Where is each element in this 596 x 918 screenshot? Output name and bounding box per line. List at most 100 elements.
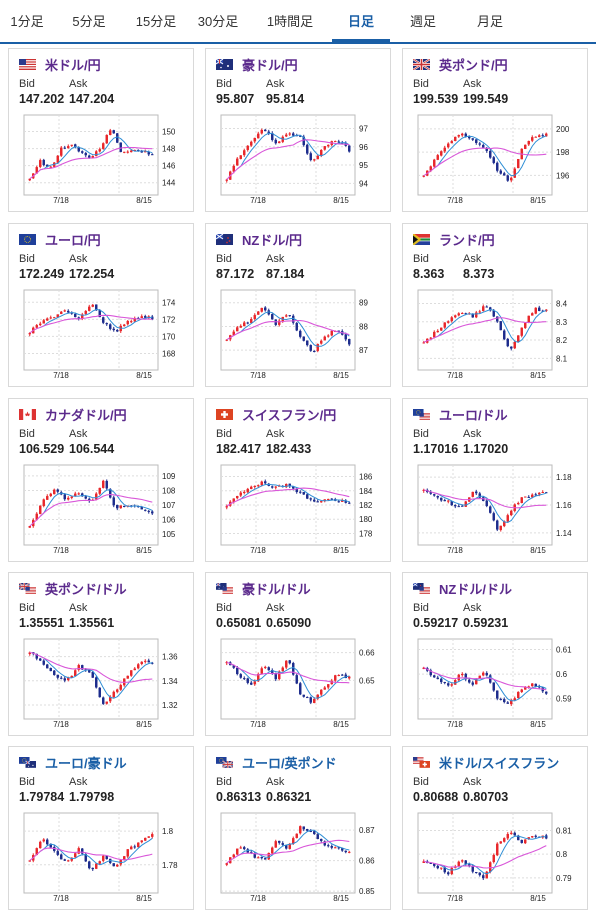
candle-body [225, 863, 228, 865]
pair-link[interactable]: NZドル/ドル [413, 580, 512, 597]
tab-7[interactable]: 月足 [476, 14, 503, 29]
rate-card[interactable]: スイスフラン/円 Bid Ask 182.417 182.433 186 184 182 180… [205, 398, 391, 562]
price-chart[interactable]: 174 172 170 168 7/18 8/15 [19, 282, 189, 382]
pair-link[interactable]: ランド/円 [413, 231, 495, 248]
x-tick-label: 7/18 [447, 196, 463, 205]
candle-body [137, 664, 140, 669]
candle-body [140, 840, 143, 843]
candle-body [534, 494, 537, 496]
pair-name: 米ドル/スイスフラン [439, 755, 560, 771]
rate-card[interactable]: ユーロ/ドル Bid Ask 1.17016 1.17020 1.18 1.16 1.14 7/… [402, 398, 588, 562]
candle-body [299, 330, 302, 337]
ask-label: Ask [266, 253, 285, 265]
rate-card[interactable]: ユーロ/豪ドル Bid Ask 1.79784 1.79798 1.8 1.78 7/18 8/… [8, 746, 194, 910]
price-chart[interactable]: 186 184 182 180 178 7/18 8/15 [216, 457, 386, 557]
tab-3[interactable]: 30分足 [197, 14, 239, 29]
tab-4[interactable]: 1時間足 [266, 14, 314, 29]
rate-card[interactable]: 米ドル/円 Bid Ask 147.202 147.204 150 148 146 144 7/1… [8, 48, 194, 212]
candle-body [464, 313, 467, 315]
pair-link[interactable]: 英ポンド/円 [413, 56, 508, 73]
rate-card[interactable]: ユーロ/円 Bid Ask 172.249 172.254 174 172 170 168 7/1… [8, 223, 194, 387]
candle-body [433, 494, 436, 496]
pair-link[interactable]: ユーロ/豪ドル [19, 754, 127, 771]
candle-body [341, 848, 344, 851]
price-chart[interactable]: 1.36 1.34 1.32 7/18 8/15 [19, 631, 189, 731]
candle-body [295, 322, 298, 331]
candle-body [320, 838, 323, 841]
pair-link[interactable]: 米ドル/円 [19, 56, 101, 73]
candle-body [35, 167, 38, 174]
candle-body [464, 860, 467, 864]
candle-body [436, 155, 439, 160]
price-chart[interactable]: 0.61 0.6 0.59 7/18 8/15 [413, 631, 583, 731]
candle-body [63, 494, 66, 500]
price-chart[interactable]: 0.81 0.8 0.79 7/18 8/15 [413, 805, 583, 905]
candle-body [225, 339, 228, 341]
candle-body [334, 141, 337, 143]
rate-card[interactable]: 英ポンド/ドル Bid Ask 1.35551 1.35561 1.36 1.34 1.32 7… [8, 572, 194, 736]
ma-short-line [40, 136, 153, 171]
price-chart[interactable]: 150 148 146 144 7/18 8/15 [19, 107, 189, 207]
tab-1[interactable]: 5分足 [72, 14, 106, 29]
pair-link[interactable]: 豪ドル/ドル [216, 580, 311, 597]
candle-body [454, 505, 457, 507]
pair-link[interactable]: スイスフラン/円 [216, 406, 336, 423]
price-chart[interactable]: 89 88 87 7/18 8/15 [216, 282, 386, 382]
ask-label: Ask [463, 428, 482, 440]
price-chart[interactable]: 1.18 1.16 1.14 7/18 8/15 [413, 457, 583, 557]
pair-link[interactable]: ユーロ/英ポンド [216, 754, 337, 771]
price-chart[interactable]: 1.8 1.78 7/18 8/15 [19, 805, 189, 905]
tab-5[interactable]: 日足 [332, 0, 390, 42]
ask-label: Ask [463, 78, 482, 90]
price-chart[interactable]: 8.4 8.3 8.2 8.1 7/18 8/15 [413, 282, 583, 382]
price-chart[interactable]: 109 108 107 106 105 7/18 8/15 [19, 457, 189, 557]
candle-body [341, 674, 344, 676]
price-chart[interactable]: 97 96 95 94 7/18 8/15 [216, 107, 386, 207]
candle-body [302, 694, 305, 697]
rate-card[interactable]: ランド/円 Bid Ask 8.363 8.373 8.4 8.3 8.2 8.1 7/18 8/1… [402, 223, 588, 387]
tab-2[interactable]: 15分足 [135, 14, 177, 29]
pair-link[interactable]: カナダドル/円 [19, 406, 127, 423]
price-chart[interactable]: 0.66 0.65 7/18 8/15 [216, 631, 386, 731]
candle-body [63, 310, 66, 312]
rate-card[interactable]: 豪ドル/ドル Bid Ask 0.65081 0.65090 0.66 0.65 7/18 8/… [205, 572, 391, 736]
tab-6[interactable]: 週足 [409, 14, 436, 29]
ask-value: 147.204 [69, 92, 115, 106]
candle-body [278, 840, 281, 843]
candle-body [457, 313, 460, 316]
rate-card[interactable]: 米ドル/スイスフラン Bid Ask 0.80688 0.80703 0.81 0.8 0.7… [402, 746, 588, 910]
candle-body [323, 146, 326, 150]
pair-link[interactable]: 豪ドル/円 [216, 56, 298, 73]
pair-link[interactable]: NZドル/円 [216, 231, 302, 248]
candle-body [35, 325, 38, 328]
rate-card[interactable]: ユーロ/英ポンド Bid Ask 0.86313 0.86321 0.87 0.86 0.85… [205, 746, 391, 910]
candle-body [264, 481, 267, 484]
candle-body [84, 310, 87, 314]
candle-body [443, 681, 446, 683]
candle-body [88, 861, 91, 869]
rate-card[interactable]: NZドル/円 Bid Ask 87.172 87.184 89 88 87 7/18 8/15 [205, 223, 391, 387]
rate-card[interactable]: 豪ドル/円 Bid Ask 95.807 95.814 97 96 95 94 7/18 8/15 [205, 48, 391, 212]
ask-value: 8.373 [463, 267, 495, 281]
pair-link[interactable]: ユーロ/ドル [413, 406, 508, 423]
candle-body [337, 501, 340, 503]
candle-body [257, 485, 260, 487]
candle-body [503, 330, 506, 340]
rate-card[interactable]: カナダドル/円 Bid Ask 106.529 106.544 109 108 107 106 1… [8, 398, 194, 562]
rate-card[interactable]: NZドル/ドル Bid Ask 0.59217 0.59231 0.61 0.6 0.59 7/… [402, 572, 588, 736]
tab-0[interactable]: 1分足 [10, 14, 44, 29]
candle-body [28, 526, 31, 528]
pair-link[interactable]: ユーロ/円 [19, 231, 101, 248]
ma-short-line [434, 835, 547, 875]
candle-body [330, 845, 333, 848]
candle-body [144, 837, 147, 841]
pair-link[interactable]: 米ドル/スイスフラン [413, 754, 560, 771]
candle-body [288, 133, 291, 135]
candle-body [42, 320, 45, 324]
candle-body [468, 136, 471, 139]
candle-body [271, 847, 274, 854]
rate-card[interactable]: 英ポンド/円 Bid Ask 199.539 199.549 200 198 196 7/18 8… [402, 48, 588, 212]
price-chart[interactable]: 0.87 0.86 0.85 7/18 8/15 [216, 805, 386, 905]
price-chart[interactable]: 200 198 196 7/18 8/15 [413, 107, 583, 207]
pair-link[interactable]: 英ポンド/ドル [19, 580, 127, 597]
